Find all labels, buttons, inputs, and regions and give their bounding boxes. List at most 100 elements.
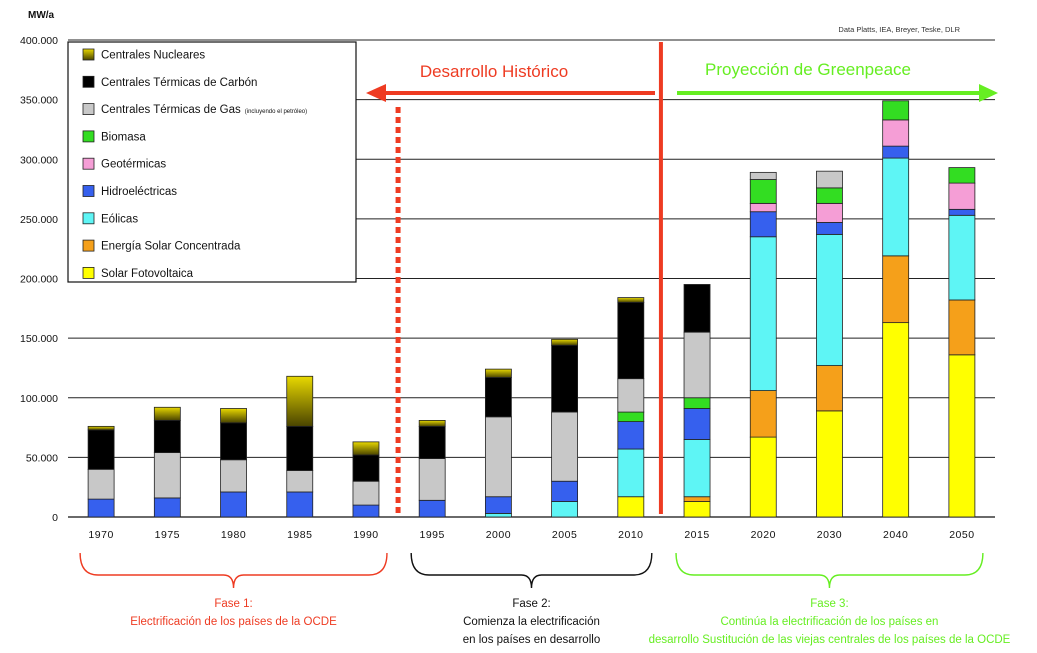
bar-segment — [418, 458, 446, 501]
bar-segment — [816, 187, 843, 204]
y-tick-label: 50.000 — [26, 452, 58, 464]
bar-segment — [220, 459, 247, 493]
bar-segment — [749, 171, 777, 180]
bar-segment — [948, 182, 976, 210]
bar-segment — [484, 416, 512, 498]
phase-description: desarrollo Sustitución de las viejas cen… — [649, 634, 1011, 646]
bar-segment — [683, 284, 711, 333]
bar-segment — [484, 377, 512, 418]
phase-brace — [410, 552, 653, 589]
bar-segment — [484, 513, 512, 518]
bar-segment — [87, 468, 115, 500]
legend-label: Centrales Térmicas de Carbón — [101, 77, 257, 89]
bar-segment — [220, 408, 247, 424]
bar-segment — [87, 425, 115, 431]
bar-segment — [948, 214, 976, 301]
legend-label: Biomasa — [101, 131, 146, 143]
x-tick-label: 2000 — [486, 529, 511, 541]
legend-swatch — [82, 157, 95, 170]
bar-segment — [749, 436, 777, 518]
x-tick-label: 1985 — [287, 529, 312, 541]
x-tick-label: 2020 — [751, 529, 776, 541]
bar-segment — [683, 496, 711, 502]
phase-title: Fase 3: — [810, 598, 848, 610]
bar-segment — [286, 425, 314, 471]
bar-segment — [286, 375, 314, 427]
bar-segment — [683, 501, 711, 518]
projection-label: Proyección de Greenpeace — [705, 60, 911, 79]
legend-swatch — [82, 212, 95, 225]
y-tick-label: 350.000 — [20, 95, 58, 107]
bar-segment — [749, 390, 777, 438]
bar-segment — [948, 167, 976, 184]
x-tick-label: 2040 — [883, 529, 908, 541]
bar-segment — [286, 470, 314, 493]
legend-label: Solar Fotovoltaica — [101, 268, 194, 280]
bar-segment — [352, 504, 380, 518]
bar-segment — [882, 157, 910, 257]
phase-title: Fase 1: — [214, 598, 252, 610]
bar-segment — [749, 179, 777, 204]
legend-box — [67, 41, 357, 283]
bar-segment — [882, 119, 910, 147]
y-tick-label: 300.000 — [20, 154, 58, 166]
bar-segment — [617, 496, 645, 518]
y-tick-label: 200.000 — [20, 274, 58, 286]
bar-segment — [816, 222, 843, 235]
bar-segment — [87, 498, 115, 518]
bar-segment — [418, 420, 446, 427]
y-tick-label: 0 — [52, 512, 58, 524]
bar-segment — [352, 441, 380, 456]
bar-segment — [352, 454, 380, 482]
phase-brace — [79, 552, 388, 589]
x-tick-label: 2005 — [552, 529, 577, 541]
x-tick-label: 2030 — [817, 529, 842, 541]
bar-segment — [153, 452, 181, 499]
bar-segment — [948, 299, 976, 356]
phase-description: en los países en desarrollo — [463, 634, 600, 646]
bar-segment — [484, 496, 512, 514]
bar-segment — [551, 411, 579, 482]
x-tick-label: 1980 — [221, 529, 246, 541]
legend-swatch — [82, 75, 95, 88]
bar-segment — [87, 429, 115, 470]
bar-segment — [617, 411, 645, 422]
x-tick-label: 1990 — [353, 529, 378, 541]
bar-segment — [882, 100, 910, 121]
legend-label: Centrales Nucleares — [101, 50, 205, 62]
bar-segment — [418, 499, 446, 518]
y-tick-label: 400.000 — [20, 35, 58, 47]
bar-segment — [816, 365, 843, 412]
legend-label-suffix: (incluyendo el petróleo) — [245, 109, 307, 115]
bar-segment — [749, 202, 777, 213]
legend-swatch — [82, 239, 95, 252]
bar-segment — [617, 301, 645, 380]
x-tick-label: 1975 — [155, 529, 180, 541]
bar-segment — [551, 344, 579, 413]
x-tick-label: 2015 — [684, 529, 709, 541]
projection-arrow-head — [979, 84, 998, 102]
bar-segment — [816, 233, 843, 366]
bar-segment — [948, 208, 976, 216]
bar-segment — [948, 354, 976, 518]
source-note: Data Platts, IEA, Breyer, Teske, DLR — [838, 25, 960, 34]
bar-segment — [551, 501, 579, 518]
legend-label: Energía Solar Concentrada — [101, 241, 241, 253]
legend-label: Centrales Térmicas de Gas — [101, 104, 241, 116]
y-tick-label: 150.000 — [20, 333, 58, 345]
x-tick-label: 1995 — [419, 529, 444, 541]
bar-segment — [551, 338, 579, 346]
phase-description: Electrificación de los países de la OCDE — [130, 616, 337, 628]
bar-segment — [617, 378, 645, 413]
bar-segment — [286, 491, 314, 518]
bar-segment — [153, 406, 181, 421]
phase-description: Comienza la electrificación — [463, 616, 600, 628]
bar-segment — [882, 255, 910, 324]
bar-segment — [153, 497, 181, 518]
bar-segment — [882, 322, 910, 518]
bar-segment — [220, 422, 247, 461]
legend-swatch — [82, 185, 95, 197]
bar-segment — [153, 420, 181, 454]
